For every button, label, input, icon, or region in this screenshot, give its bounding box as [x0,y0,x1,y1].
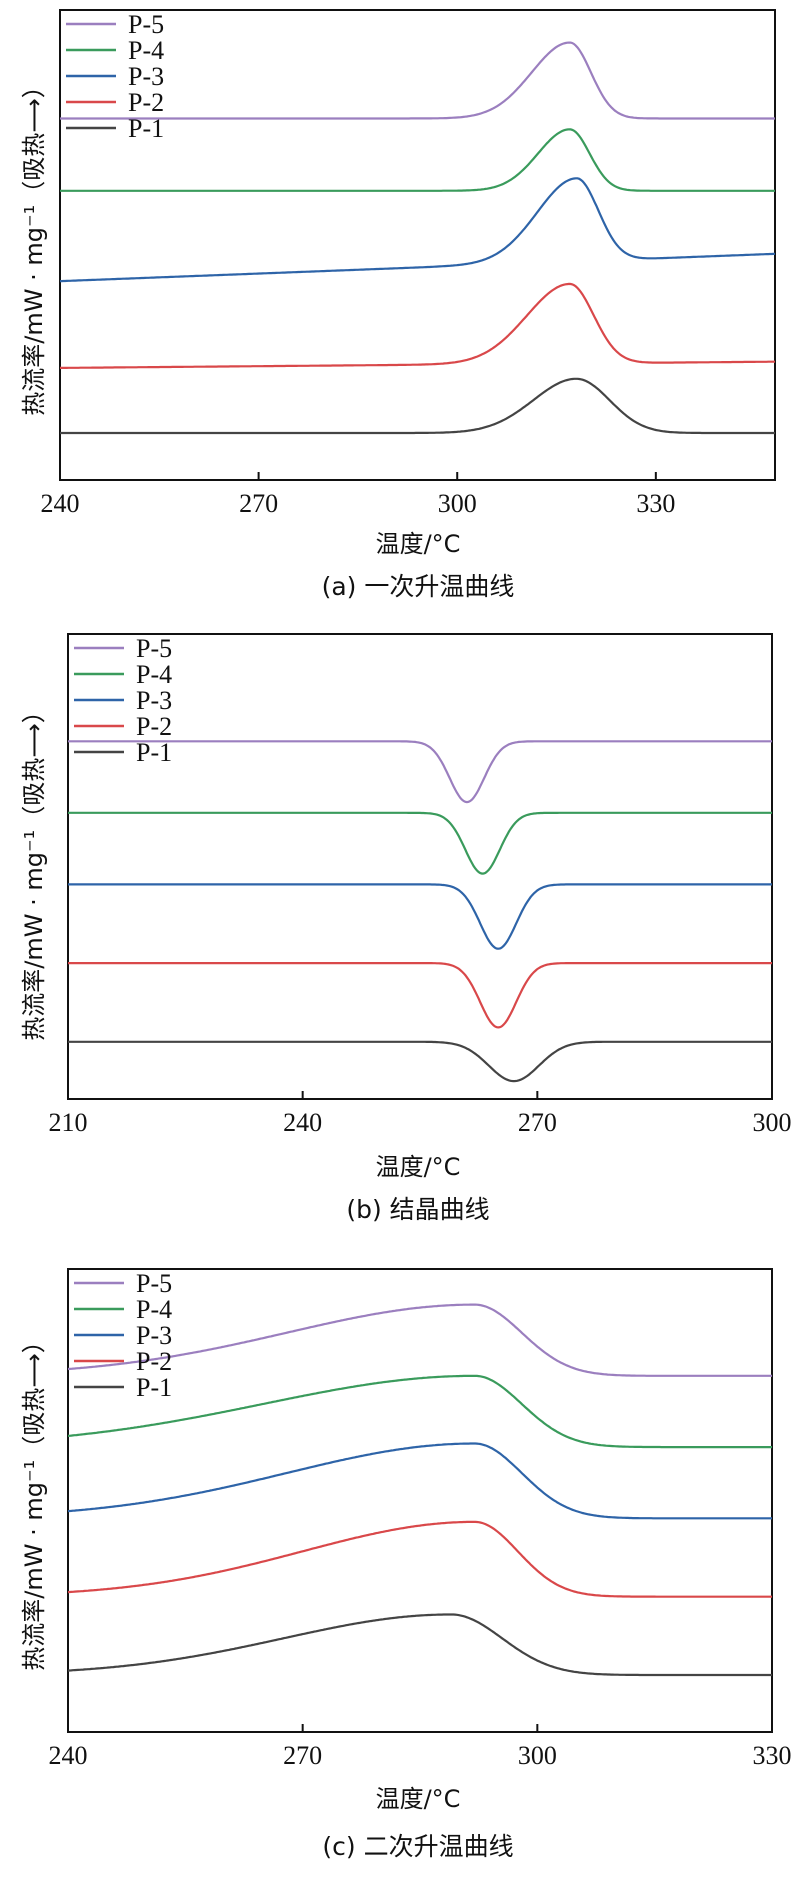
x-tick-label: 330 [753,1741,792,1770]
series-group [68,740,772,1083]
x-tick-label: 240 [283,1108,322,1137]
y-axis-label: 热流率/mW · mg⁻¹（吸热⟶） [20,1329,48,1670]
x-tick-label: 300 [753,1108,792,1137]
legend-label-p-5: P-5 [136,1269,172,1298]
caption: (a) 一次升温曲线 [322,572,515,601]
series-line-p-2 [67,1520,772,1598]
legend-label-p-3: P-3 [136,686,172,715]
series-line-p-4 [68,811,772,875]
x-ticks: 240 270 300 330 [49,1724,792,1770]
chart-panel-a: P-5 P-4 P-3 P-2 P-1 240 270 300 330 热流率/mW · mg… [0,0,809,601]
x-tick-label: 240 [41,489,80,518]
series-line-p-4 [67,1374,772,1449]
series-group [59,41,776,435]
legend-label-p-4: P-4 [128,36,164,65]
legend-label-p-3: P-3 [136,1321,172,1350]
x-ticks: 210 240 270 300 [49,1091,792,1137]
legend-label-p-4: P-4 [136,1295,172,1324]
chart-panel-b: P-5 P-4 P-3 P-2 P-1 210 240 270 300 热流率/mW · mg… [0,620,809,1224]
plot-frame [59,9,776,481]
series-line-p-3 [59,177,776,283]
legend: P-5P-4P-3P-2P-1 [74,634,172,767]
x-tick-label: 330 [636,489,675,518]
legend-label-p-3: P-3 [128,62,164,91]
series-line-p-5 [67,1303,772,1377]
series-line-p-3 [68,883,772,950]
x-tick-label: 240 [49,1741,88,1770]
x-axis-label: 温度/°C [376,1785,461,1813]
legend: P-5P-4P-3P-2P-1 [66,10,164,143]
x-tick-label: 210 [49,1108,88,1137]
legend-label-p-5: P-5 [136,634,172,663]
chart-panel-c: P-5 P-4 P-3 P-2 P-1 240 270 300 330 热流率/mW · mg… [0,1255,809,1885]
series-group [67,1303,772,1677]
x-tick-label: 270 [518,1108,557,1137]
caption: (b) 结晶曲线 [346,1195,489,1224]
chart-svg-b: P-5P-4P-3P-2P-1 210 240 270 300 热流率/mW · mg… [20,633,792,1224]
legend-label-p-1: P-1 [136,1373,172,1402]
x-tick-label: 270 [239,489,278,518]
legend-label-p-4: P-4 [136,660,172,689]
y-axis-label: 热流率/mW · mg⁻¹（吸热⟶） [20,74,48,415]
legend: P-5P-4P-3P-2P-1 [74,1269,172,1402]
legend-label-p-2: P-2 [136,1347,172,1376]
series-line-p-2 [60,282,775,369]
series-line-p-2 [68,962,772,1029]
legend-label-p-2: P-2 [128,88,164,117]
x-tick-label: 270 [283,1741,322,1770]
chart-svg-a: P-5P-4P-3P-2P-1 240 270 300 330 热流率/mW · mg… [20,9,776,601]
x-axis-label: 温度/°C [376,1153,461,1181]
series-line-p-3 [67,1442,772,1520]
plot-frame [67,633,773,1100]
legend-label-p-5: P-5 [128,10,164,39]
x-ticks: 240 270 300 330 [41,472,675,518]
x-tick-label: 300 [518,1741,557,1770]
legend-label-p-1: P-1 [128,114,164,143]
legend-label-p-1: P-1 [136,738,172,767]
y-axis-label: 热流率/mW · mg⁻¹（吸热⟶） [20,699,48,1040]
chart-svg-c: P-5P-4P-3P-2P-1 240 270 300 330 热流率/mW · mg… [20,1268,792,1861]
legend-label-p-2: P-2 [136,712,172,741]
series-line-p-1 [68,1040,772,1083]
series-line-p-5 [60,41,775,120]
caption: (c) 二次升温曲线 [322,1832,513,1861]
series-line-p-5 [68,740,772,804]
series-line-p-4 [60,128,775,192]
plot-frame [67,1268,773,1733]
series-line-p-1 [67,1613,772,1677]
x-tick-label: 300 [438,489,477,518]
x-axis-label: 温度/°C [376,530,461,558]
series-line-p-1 [60,377,775,435]
